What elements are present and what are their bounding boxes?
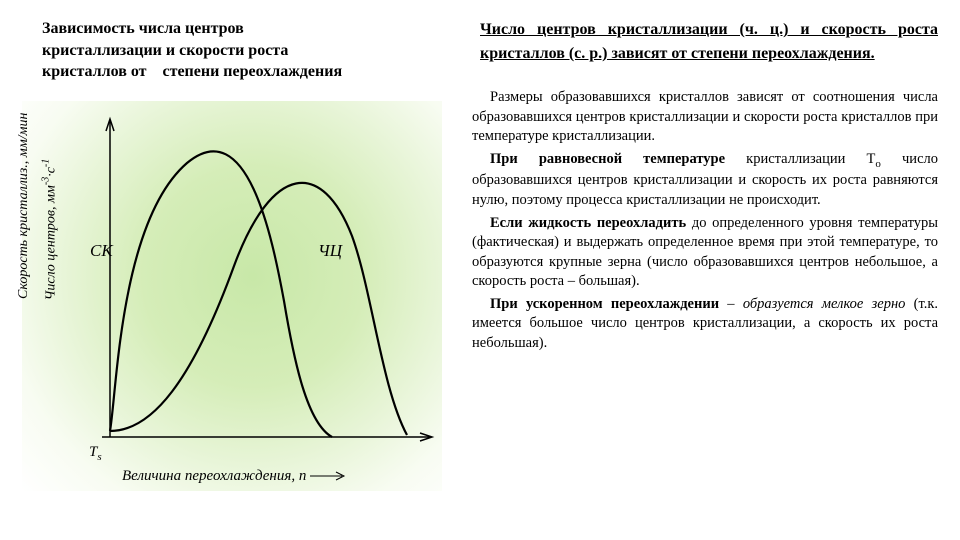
- left-title: Зависимость числа центров кристаллизации…: [22, 18, 442, 83]
- chc-curve: [110, 183, 407, 435]
- paragraph-2: При равновесной температуре кристаллизац…: [472, 150, 938, 211]
- paragraph-3: Если жидкость переохладить до определенн…: [472, 214, 938, 292]
- left-column: Зависимость числа центров кристаллизации…: [22, 18, 442, 522]
- title-line3a: кристаллов от: [42, 63, 146, 80]
- chart-svg: [22, 101, 442, 491]
- sk-curve: [110, 151, 332, 437]
- title-line2: кристаллизации и скорости роста: [42, 42, 288, 59]
- title-line1: Зависимость числа центров: [42, 20, 244, 37]
- paragraph-4: При ускоренном переохлаждении – образует…: [472, 295, 938, 354]
- body-text: Размеры образовавшихся кристаллов завися…: [472, 88, 938, 356]
- chart-container: Скорость кристаллиз., мм/мин Число центр…: [22, 101, 442, 491]
- right-title: Число центров кристаллизации (ч. ц.) и с…: [472, 18, 938, 66]
- paragraph-1: Размеры образовавшихся кристаллов завися…: [472, 88, 938, 147]
- right-column: Число центров кристаллизации (ч. ц.) и с…: [442, 18, 938, 522]
- title-line3b: степени переохлаждения: [162, 63, 342, 80]
